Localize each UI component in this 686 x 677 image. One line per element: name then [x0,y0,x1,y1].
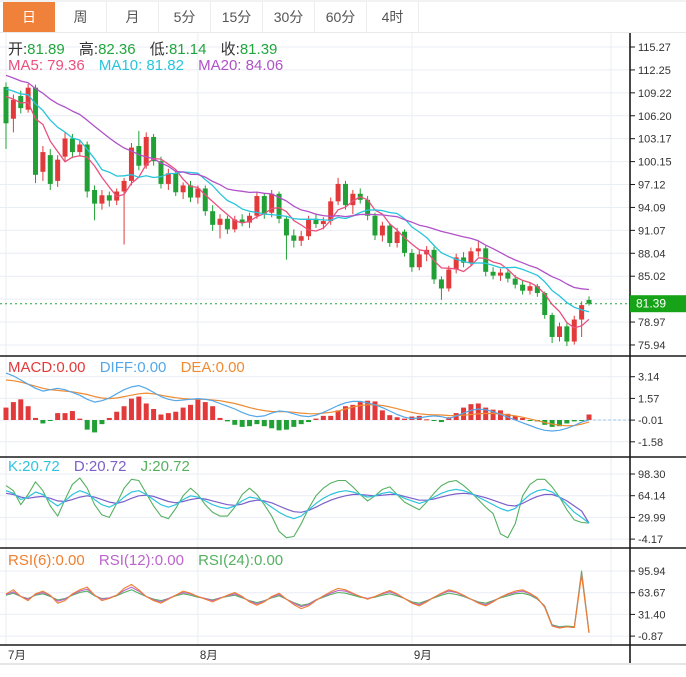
open-value: 81.89 [27,41,65,58]
rsi-readout: RSI(6):0.00 RSI(12):0.00 RSI(24):0.00 [8,552,293,569]
tab-label: 月 [125,9,140,25]
svg-text:31.40: 31.40 [638,609,666,621]
svg-text:9月: 9月 [414,650,432,662]
tab-5min[interactable]: 5分 [159,2,211,32]
tab-15min[interactable]: 15分 [211,2,263,32]
tab-label: 15分 [221,9,252,25]
svg-text:29.99: 29.99 [638,512,666,524]
kdj-readout: K:20.72 D:20.72 J:20.72 [8,458,200,475]
tab-week[interactable]: 周 [55,2,107,32]
svg-text:91.07: 91.07 [638,225,666,237]
tab-60min[interactable]: 60分 [315,2,367,32]
dea-value: DEA:0.00 [180,359,245,376]
svg-text:81.39: 81.39 [636,297,666,311]
tab-label: 4时 [381,9,404,25]
svg-text:-1.58: -1.58 [638,437,663,449]
svg-text:78.97: 78.97 [638,317,666,329]
svg-text:-0.87: -0.87 [638,631,663,643]
low-value: 81.14 [168,41,207,58]
open-label: 开: [8,41,28,58]
ma-readout: MA5: 79.36 MA10: 81.82 MA20: 84.06 [8,57,293,74]
ma20-value: MA20: 84.06 [198,57,284,74]
tab-label: 5分 [173,9,196,25]
diff-value: DIFF:0.00 [99,359,167,376]
svg-text:63.67: 63.67 [638,588,666,600]
ma5-value: MA5: 79.36 [8,57,85,74]
macd-readout: MACD:0.00 DIFF:0.00 DEA:0.00 [8,359,255,376]
svg-text:3.14: 3.14 [638,372,659,384]
svg-text:1.57: 1.57 [638,393,659,405]
k-value: K:20.72 [8,458,60,475]
svg-text:7月: 7月 [8,650,26,662]
timeframe-tabbar: 日 周 月 5分 15分 30分 60分 4时 [0,0,686,33]
svg-text:112.25: 112.25 [638,65,671,77]
svg-text:103.17: 103.17 [638,134,672,146]
tab-day[interactable]: 日 [3,2,55,32]
macd-value: MACD:0.00 [8,359,86,376]
svg-text:85.02: 85.02 [638,271,666,283]
svg-text:88.04: 88.04 [638,248,666,260]
tab-label: 30分 [273,9,304,25]
d-value: D:20.72 [73,458,127,475]
svg-text:106.20: 106.20 [638,111,672,123]
svg-text:109.22: 109.22 [638,88,672,100]
svg-text:94.09: 94.09 [638,202,666,214]
svg-text:64.14: 64.14 [638,491,666,503]
ohlc-readout: 开:81.89 高:82.36 低:81.14 收:81.39 [8,38,287,59]
svg-text:97.12: 97.12 [638,180,666,192]
svg-text:-4.17: -4.17 [638,534,663,546]
tab-30min[interactable]: 30分 [263,2,315,32]
svg-text:8月: 8月 [200,650,218,662]
j-value: J:20.72 [140,458,190,475]
svg-text:75.94: 75.94 [638,340,666,352]
high-label: 高: [78,41,99,58]
rsi12-value: RSI(12):0.00 [98,552,184,569]
svg-text:95.94: 95.94 [638,566,666,578]
svg-text:98.30: 98.30 [638,469,666,481]
rsi6-value: RSI(6):0.00 [8,552,85,569]
svg-text:-0.01: -0.01 [638,415,663,427]
tab-label: 日 [22,9,36,25]
close-value: 81.39 [239,41,278,58]
tab-label: 周 [73,9,88,25]
close-label: 收: [220,41,240,58]
svg-text:115.27: 115.27 [638,42,671,54]
low-label: 低: [149,41,169,58]
tab-label: 60分 [325,9,356,25]
rsi24-value: RSI(24):0.00 [198,552,284,569]
high-value: 82.36 [98,41,136,58]
svg-text:100.15: 100.15 [638,157,672,169]
tab-4hour[interactable]: 4时 [367,2,419,32]
ma10-value: MA10: 81.82 [98,57,184,74]
tab-month[interactable]: 月 [107,2,159,32]
